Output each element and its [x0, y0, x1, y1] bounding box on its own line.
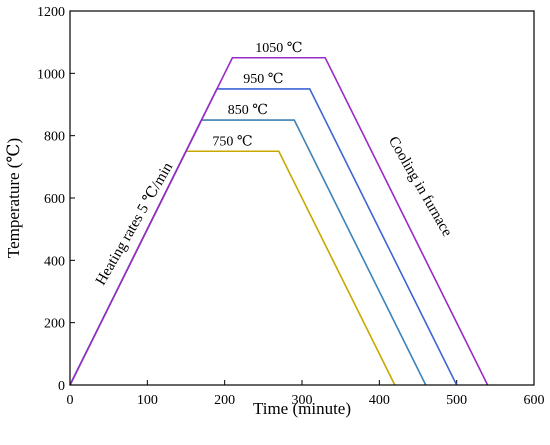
x-tick-label: 0 — [67, 393, 74, 408]
x-tick-label: 600 — [524, 393, 545, 408]
y-tick-label: 200 — [44, 317, 65, 332]
series-label: 850 ℃ — [228, 103, 268, 118]
y-tick-label: 400 — [44, 254, 65, 269]
series-line — [69, 150, 396, 386]
plot-frame — [69, 10, 535, 386]
y-axis-title: Temperature (℃) — [4, 138, 23, 258]
x-tick-label: 200 — [214, 393, 235, 408]
annotation-text: Cooling in furnace — [385, 134, 455, 240]
y-tick-label: 600 — [44, 192, 65, 207]
x-tick-label: 100 — [137, 393, 158, 408]
series-label: 950 ℃ — [243, 72, 283, 87]
series-label: 750 ℃ — [212, 134, 252, 149]
series-line — [69, 56, 489, 386]
annotation-text: Heating rates 5 ℃/min — [93, 160, 177, 289]
y-tick-label: 1000 — [37, 67, 65, 82]
x-axis-title: Time (minute) — [253, 399, 351, 418]
y-tick-label: 800 — [44, 130, 65, 145]
x-tick-label: 400 — [369, 393, 390, 408]
y-tick-label: 1200 — [37, 5, 65, 20]
x-tick-label: 500 — [446, 393, 467, 408]
y-tick-label: 0 — [58, 379, 65, 394]
series-label: 1050 ℃ — [255, 41, 302, 56]
x-tick-label: 300 — [292, 393, 313, 408]
